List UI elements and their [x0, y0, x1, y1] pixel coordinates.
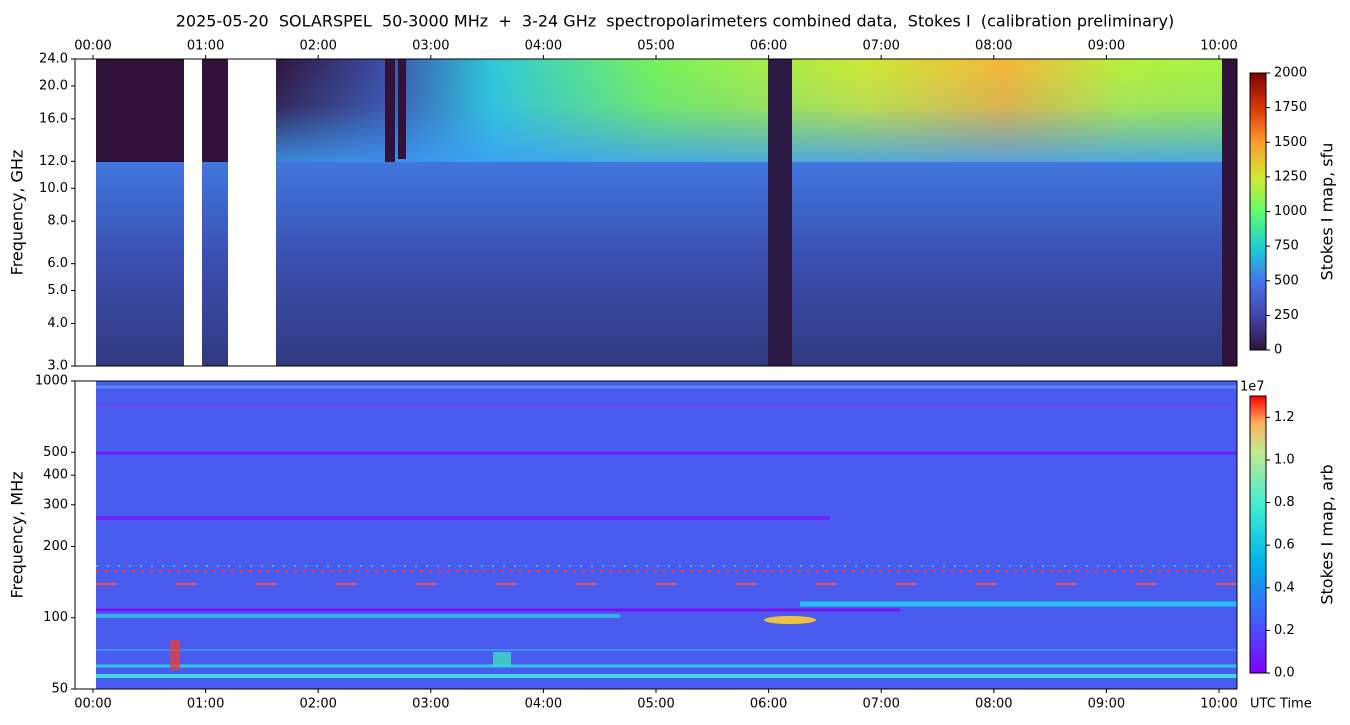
colorbar-tick-label: 0.8: [1274, 495, 1295, 510]
x-tick-label: 05:00: [637, 39, 674, 54]
y-tick-label: 4.0: [47, 316, 68, 331]
x-tick-label: 08:00: [975, 697, 1012, 712]
y-axis-label: Frequency, MHz: [8, 471, 27, 598]
colorbar-tick-label: 1250: [1274, 169, 1307, 184]
colorbar-tick-label: 1.2: [1274, 410, 1295, 425]
x-tick-label: 06:00: [750, 39, 787, 54]
y-tick-label: 16.0: [39, 111, 68, 126]
heatmap-band: [493, 652, 511, 666]
colorbar-tick-label: 500: [1274, 273, 1299, 288]
no-data: [75, 381, 96, 689]
colorbar-label: Stokes I map, arb: [1318, 464, 1337, 604]
x-tick-label: 06:00: [750, 697, 787, 712]
y-tick-label: 10.0: [39, 181, 68, 196]
y-tick-label: 200: [43, 539, 68, 554]
y-tick-label: 6.0: [47, 256, 68, 271]
heatmap-band: [398, 59, 406, 159]
top-heatmap: [75, 59, 1237, 366]
x-tick-label: 05:00: [637, 697, 674, 712]
x-tick-label: 09:00: [1088, 39, 1125, 54]
colorbar-tick-label: 1000: [1274, 204, 1307, 219]
heatmap-band: [764, 616, 816, 624]
colorbar-tick-label: 0.2: [1274, 623, 1295, 638]
heatmap-band: [1222, 59, 1237, 366]
y-tick-label: 300: [43, 497, 68, 512]
bottom-heatmap: [75, 381, 1237, 689]
colorbar-tick-label: 0: [1274, 343, 1282, 358]
colorbar: [1249, 72, 1267, 351]
x-tick-label: 01:00: [187, 39, 224, 54]
x-axis-label: UTC Time: [1250, 697, 1312, 712]
y-axis-label: Frequency, GHz: [8, 150, 27, 276]
x-tick-label: 00:00: [74, 697, 111, 712]
heatmap-band: [276, 59, 1237, 162]
y-tick-label: 3.0: [47, 359, 68, 374]
axes: 00:00 01:00 02:00 03:00 04:00 05:00 06:00 07:00…: [8, 39, 1337, 712]
x-tick-label: 02:00: [299, 697, 336, 712]
colorbar-tick-label: 1500: [1274, 135, 1307, 150]
y-tick-label: 12.0: [39, 154, 68, 169]
y-tick-label: 24.0: [39, 52, 68, 67]
y-tick-label: 400: [43, 468, 68, 483]
heatmap-band: [75, 381, 1237, 689]
x-tick-label: 03:00: [412, 697, 449, 712]
colorbar-offset: 1e7: [1240, 380, 1265, 395]
x-tick-label: 07:00: [862, 697, 899, 712]
chart-title: 2025-05-20 SOLARSPEL 50-3000 MHz + 3-24 …: [176, 12, 1175, 31]
heatmap-band: [385, 59, 395, 162]
no-data: [184, 59, 202, 366]
x-tick-label: 07:00: [862, 39, 899, 54]
x-tick-label: 01:00: [187, 697, 224, 712]
no-data: [228, 59, 276, 366]
x-tick-label: 08:00: [975, 39, 1012, 54]
y-tick-label: 20.0: [39, 78, 68, 93]
x-tick-label: 02:00: [299, 39, 336, 54]
y-tick-label: 500: [43, 445, 68, 460]
colorbar-tick-label: 2000: [1274, 66, 1307, 81]
x-tick-label: 09:00: [1088, 697, 1125, 712]
x-tick-label: 00:00: [74, 39, 111, 54]
colorbar-tick-label: 1.0: [1274, 452, 1295, 467]
no-data: [75, 59, 96, 366]
y-tick-label: 1000: [35, 374, 68, 389]
colorbar-tick-label: 0.4: [1274, 580, 1295, 595]
x-tick-label: 10:00: [1200, 697, 1237, 712]
x-tick-label: 10:00: [1200, 39, 1237, 54]
heatmap-band: [170, 640, 180, 670]
y-tick-label: 5.0: [47, 283, 68, 298]
x-tick-label: 03:00: [412, 39, 449, 54]
colorbar-tick-label: 250: [1274, 308, 1299, 323]
heatmap-band: [768, 59, 792, 366]
x-tick-label: 04:00: [525, 39, 562, 54]
colorbar-tick-label: 0.0: [1274, 666, 1295, 681]
y-tick-label: 8.0: [47, 214, 68, 229]
colorbar-tick-label: 1750: [1274, 100, 1307, 115]
y-tick-label: 100: [43, 610, 68, 625]
x-tick-label: 04:00: [525, 697, 562, 712]
colorbar-tick-label: 0.6: [1274, 538, 1295, 553]
colorbar-tick-label: 750: [1274, 239, 1299, 254]
colorbar-label: Stokes I map, sfu: [1318, 143, 1337, 281]
y-tick-label: 50: [51, 682, 68, 697]
colorbar: [1249, 395, 1267, 674]
